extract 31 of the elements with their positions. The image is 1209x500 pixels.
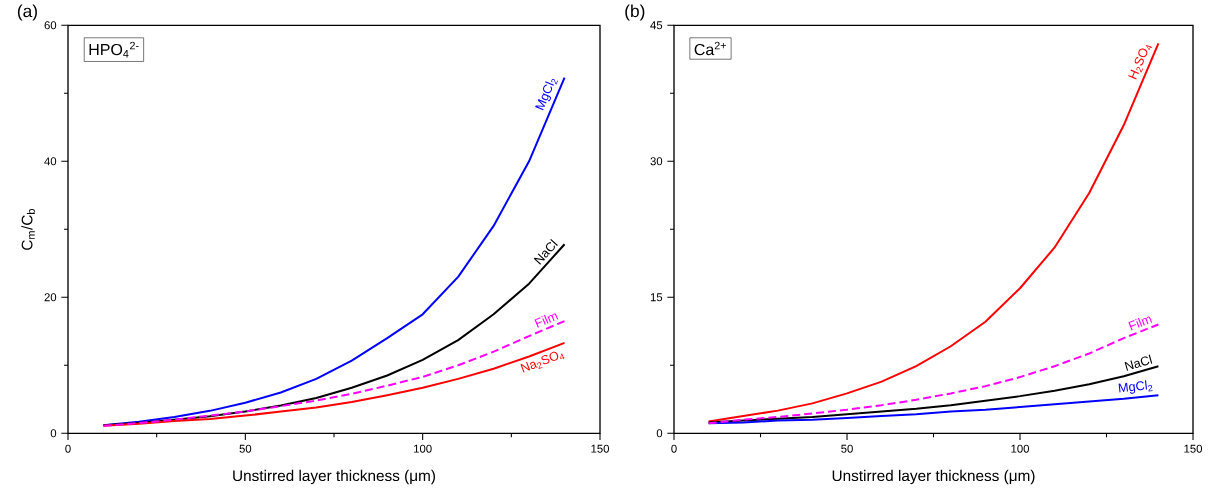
y-tick-label: 60	[44, 21, 57, 30]
line-series	[102, 341, 566, 427]
y-tick-label: 20	[44, 293, 57, 302]
x-tick-label: 150	[591, 444, 610, 453]
x-tick-label: 0	[65, 444, 71, 453]
y-tick-label: 45	[650, 21, 663, 30]
text: MgCl$_{2}$	[1118, 380, 1153, 394]
annotation: HPO$_{4}$2-	[89, 41, 139, 58]
text: H$_{2}$SO$_{4}$	[1128, 44, 1153, 80]
y-tick-label: 40	[44, 157, 57, 166]
text: MgCl$_{2}$	[535, 78, 558, 111]
y-tick-label: 0	[50, 429, 57, 438]
text: NaCl	[1124, 354, 1153, 371]
x-axis-title: Unstirred layer thickness (μm)	[233, 469, 435, 484]
text: Film	[1128, 316, 1153, 331]
x-tick-label: 100	[414, 444, 432, 453]
chart-title: (b)	[625, 4, 645, 21]
y-tick-label: 0	[656, 429, 663, 438]
y-axis-title: C$_{m}$/C$_{b}$	[21, 208, 35, 250]
x-tick-label: 0	[671, 444, 677, 453]
x-tick-label: 100	[1011, 444, 1030, 453]
chart-title: (a)	[17, 4, 37, 21]
x-tick-label: 50	[841, 444, 853, 453]
x-tick-label: 50	[239, 444, 252, 453]
y-tick-label: 30	[650, 157, 663, 166]
x-axis-title: Unstirred layer thickness (μm)	[832, 469, 1035, 484]
text: Na$_{2}$SO$_{4}$	[520, 351, 565, 373]
annotation: Ca$^{2+}$	[694, 41, 726, 56]
y-tick-label: 15	[650, 293, 663, 302]
text: Film	[534, 313, 559, 328]
x-tick-label: 150	[1184, 444, 1203, 453]
